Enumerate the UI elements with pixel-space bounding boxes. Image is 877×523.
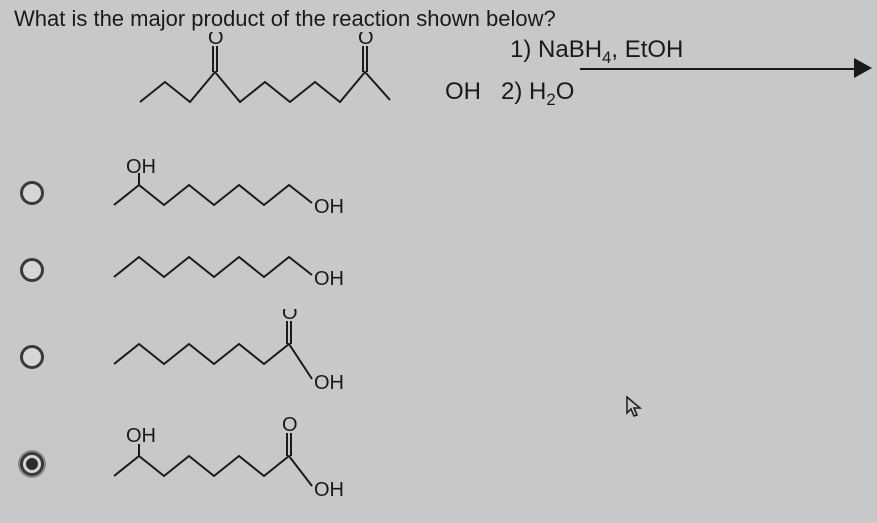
svg-text:O: O xyxy=(358,32,374,49)
svg-text:O: O xyxy=(282,416,298,436)
reagent-line-2: OH 2) H2O xyxy=(445,78,574,110)
option-row-3[interactable]: OH O OH xyxy=(20,416,384,511)
svg-text:O: O xyxy=(208,32,224,49)
structure-option-1: OH xyxy=(104,242,384,297)
option-row-2[interactable]: O OH xyxy=(20,309,384,404)
answer-options: OH OH OH O OH OH O OH xyxy=(20,155,384,523)
option-row-1[interactable]: OH xyxy=(20,242,384,297)
structure-option-2: O OH xyxy=(104,309,384,404)
svg-text:OH: OH xyxy=(314,479,344,501)
structure-option-3: OH O OH xyxy=(104,416,384,511)
svg-text:OH: OH xyxy=(126,425,156,447)
svg-text:OH: OH xyxy=(314,268,344,290)
radio-option-1[interactable] xyxy=(20,258,44,282)
radio-option-3[interactable] xyxy=(20,452,44,476)
reaction-arrow-head xyxy=(854,58,872,78)
svg-text:OH: OH xyxy=(314,372,344,394)
option-row-0[interactable]: OH OH xyxy=(20,155,384,230)
radio-option-2[interactable] xyxy=(20,345,44,369)
svg-text:OH: OH xyxy=(126,156,156,178)
radio-option-0[interactable] xyxy=(20,181,44,205)
question-text: What is the major product of the reactio… xyxy=(14,6,556,32)
structure-option-0: OH OH xyxy=(104,155,384,230)
cursor-icon xyxy=(625,395,645,425)
reaction-arrow xyxy=(580,68,860,70)
svg-text:OH: OH xyxy=(314,196,344,218)
reagent-line-1: 1) NaBH4, EtOH xyxy=(510,36,683,68)
svg-text:O: O xyxy=(282,309,298,324)
reactant-structure: OO xyxy=(130,32,480,112)
